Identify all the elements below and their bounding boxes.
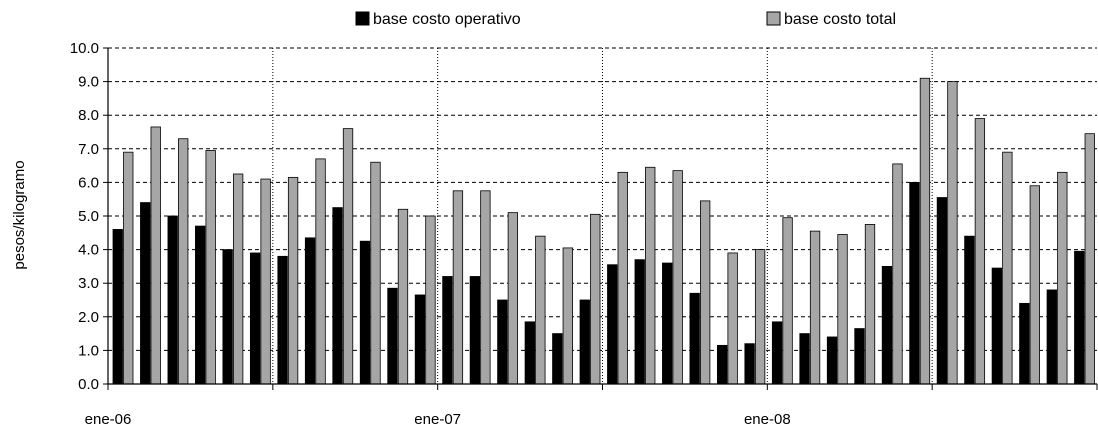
bar-operativo-17 — [579, 299, 590, 385]
bar-operativo-13 — [469, 276, 481, 385]
bar-total-13 — [480, 190, 491, 385]
bar-total-5 — [260, 178, 271, 385]
bar-operativo-4 — [222, 249, 233, 385]
bar-operativo-2 — [167, 215, 178, 385]
bar-total-20 — [672, 170, 683, 385]
y-tick-label: 1.0 — [78, 342, 99, 359]
axes — [103, 47, 1098, 390]
bar-total-21 — [700, 200, 711, 385]
bar-operativo-12 — [442, 276, 453, 385]
bar-operativo-0 — [112, 229, 123, 385]
x-tick-label: ene-07 — [414, 411, 461, 428]
legend-swatch-total — [766, 11, 781, 26]
bar-total-27 — [864, 223, 876, 385]
bar-operativo-24 — [771, 321, 783, 385]
bar-total-35 — [1084, 133, 1095, 385]
y-tick-label: 6.0 — [78, 174, 99, 191]
bar-operativo-9 — [359, 240, 371, 385]
legend-label-operativo: base costo operativo — [373, 11, 521, 28]
x-tick-label: ene-06 — [85, 411, 132, 428]
bar-total-2 — [178, 138, 189, 385]
bar-total-23 — [754, 249, 766, 385]
bar-operativo-3 — [195, 225, 206, 385]
bar-operativo-11 — [414, 294, 426, 385]
bar-total-9 — [370, 161, 381, 385]
bar-operativo-27 — [854, 328, 865, 385]
bar-total-6 — [287, 176, 299, 385]
x-tick-labels: ene-06 ene-07 ene-08 — [85, 411, 791, 428]
bar-total-16 — [562, 247, 573, 385]
y-tick-label: 4.0 — [78, 242, 99, 259]
bar-operativo-14 — [497, 299, 508, 385]
y-tick-label: 7.0 — [78, 141, 99, 158]
bar-total-10 — [397, 208, 409, 385]
bar-total-17 — [590, 213, 601, 385]
bars — [112, 77, 1095, 385]
bar-total-14 — [507, 212, 519, 385]
x-tick-label: ene-08 — [744, 411, 791, 428]
bar-total-19 — [645, 166, 656, 385]
y-tick-label: 8.0 — [78, 107, 99, 124]
bar-total-18 — [617, 171, 628, 385]
bar-operativo-10 — [387, 287, 398, 385]
bar-operativo-15 — [524, 321, 535, 385]
y-tick-label: 5.0 — [78, 208, 99, 225]
bar-operativo-8 — [332, 207, 343, 385]
y-tick-label: 10.0 — [70, 40, 99, 57]
bar-total-25 — [809, 230, 821, 385]
bar-operativo-22 — [716, 344, 728, 385]
bar-operativo-20 — [662, 262, 673, 385]
bar-total-12 — [452, 190, 464, 385]
y-axis-title: pesos/kilogramo — [11, 160, 28, 269]
bar-total-33 — [1029, 185, 1040, 385]
bar-operativo-19 — [634, 259, 645, 385]
bar-operativo-18 — [607, 264, 618, 385]
legend: base costo operativo base costo total — [355, 11, 896, 28]
bar-operativo-5 — [249, 252, 261, 385]
bar-operativo-21 — [689, 292, 700, 385]
bar-operativo-35 — [1074, 250, 1085, 385]
bar-operativo-25 — [799, 333, 810, 385]
y-tick-label: 0.0 — [78, 376, 99, 393]
bar-operativo-16 — [552, 333, 563, 385]
bar-operativo-29 — [909, 181, 920, 385]
bar-total-0 — [123, 151, 134, 385]
legend-label-total: base costo total — [784, 11, 896, 28]
bar-total-11 — [425, 215, 436, 385]
bar-operativo-26 — [826, 336, 838, 385]
bar-operativo-34 — [1046, 289, 1057, 385]
bar-operativo-1 — [140, 202, 151, 385]
y-tick-label: 9.0 — [78, 74, 99, 91]
bar-operativo-6 — [277, 255, 288, 385]
bar-operativo-23 — [744, 343, 755, 385]
y-tick-label: 3.0 — [78, 275, 99, 292]
y-tick-label: 2.0 — [78, 309, 99, 326]
bar-total-7 — [315, 158, 326, 385]
bar-operativo-33 — [1019, 302, 1030, 385]
bar-total-34 — [1057, 171, 1068, 385]
bar-total-26 — [837, 234, 848, 385]
bar-total-32 — [1002, 151, 1013, 385]
bar-total-29 — [919, 77, 931, 385]
bar-total-4 — [232, 173, 244, 385]
y-tick-labels: 0.0 1.0 2.0 3.0 4.0 5.0 6.0 7.0 8.0 9.0 10.0 — [70, 40, 99, 393]
bar-total-31 — [974, 118, 986, 385]
bar-total-3 — [205, 150, 216, 385]
bar-total-8 — [342, 128, 354, 385]
bar-operativo-32 — [991, 267, 1003, 385]
bar-operativo-30 — [936, 197, 948, 385]
bar-total-1 — [150, 126, 161, 385]
bar-total-28 — [892, 163, 903, 385]
bar-operativo-31 — [964, 235, 975, 385]
bar-operativo-7 — [304, 237, 316, 385]
gridlines — [108, 47, 1097, 384]
bar-operativo-28 — [881, 265, 893, 385]
bar-total-30 — [947, 81, 958, 385]
bar-total-24 — [782, 217, 793, 385]
bar-total-22 — [727, 252, 738, 385]
legend-swatch-operativo — [355, 11, 370, 26]
bar-total-15 — [535, 235, 546, 385]
